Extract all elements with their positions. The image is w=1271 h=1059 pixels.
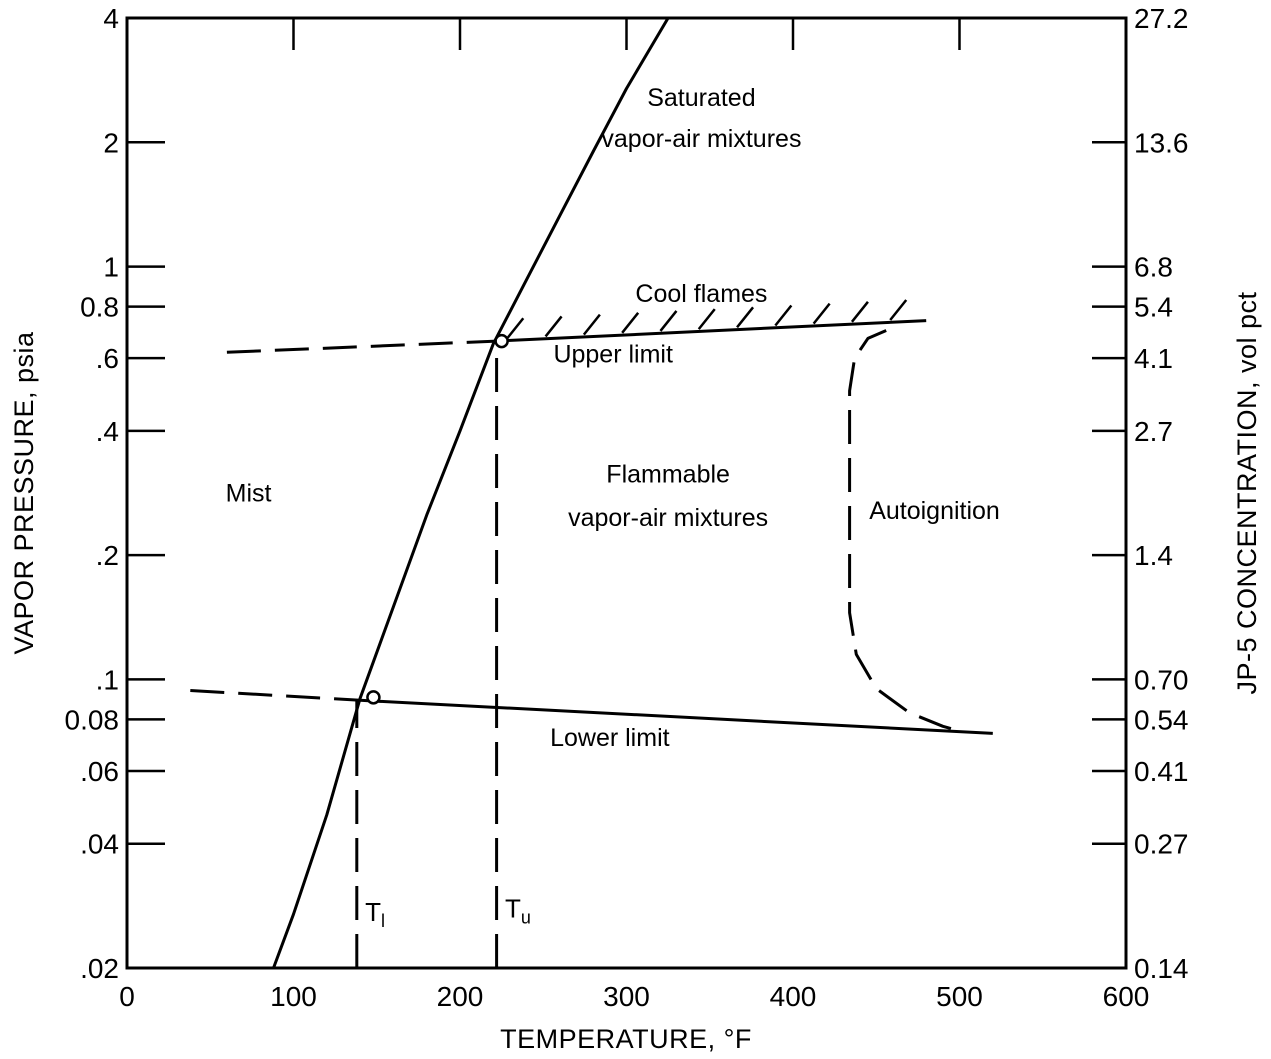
y2-tick-label-6.8: 6.8	[1134, 252, 1173, 283]
y2-tick-label-0.70: 0.70	[1134, 664, 1189, 695]
annotation-saturated-1: Saturated	[647, 84, 755, 112]
axis-ticks	[127, 18, 1126, 845]
y2-tick-label-0.14: 0.14	[1134, 953, 1189, 984]
y-tick-label-0.04: .04	[80, 829, 119, 860]
y2-tick-label-0.54: 0.54	[1134, 704, 1189, 735]
y-tick-label-4: 4	[103, 3, 119, 34]
upper-open-circle	[494, 333, 509, 349]
annotation-flammable-2: vapor-air mixtures	[568, 504, 768, 532]
hatch-mark-8	[812, 302, 831, 325]
x-tick-label-500: 500	[936, 981, 983, 1012]
hatch-mark-0	[506, 317, 525, 340]
hatch-mark-10	[889, 299, 908, 321]
y2-tick-label-5.4: 5.4	[1134, 292, 1173, 323]
annotation-lower-limit-label: Lower limit	[550, 724, 670, 752]
annotation-cool-flames: Cool flames	[635, 280, 767, 308]
hatch-mark-4	[659, 310, 678, 332]
y2-tick-label-0.27: 0.27	[1134, 829, 1189, 860]
hatch-mark-1	[544, 315, 563, 338]
curve-lower-limit	[360, 698, 993, 735]
hatch-mark-9	[850, 301, 869, 323]
y-tick-label-0.6: .6	[96, 343, 119, 374]
curve-upper-limit	[496, 319, 927, 343]
lower-open-circle	[366, 690, 381, 705]
x-tick-label-600: 600	[1103, 981, 1150, 1012]
y2-tick-label-0.41: 0.41	[1134, 756, 1189, 787]
annotation-autoignition-label: Autoignition	[869, 497, 1000, 525]
t1-label: Tl	[365, 897, 385, 931]
hatch-mark-7	[774, 304, 793, 327]
annotation-upper-limit-label: Upper limit	[553, 341, 673, 369]
x-tick-label-400: 400	[770, 981, 817, 1012]
y-tick-label-0.02: .02	[80, 953, 119, 984]
annotation-saturated-2: vapor-air mixtures	[601, 125, 801, 153]
y2-tick-label-2.7: 2.7	[1134, 416, 1173, 447]
tick-labels: 0 100 200 300 400 500 600 .02 .04 .06 0.08 .1 .2 .4 .6…	[65, 3, 1189, 1012]
t1-label-main: T	[365, 897, 381, 927]
hatch-mark-2	[582, 313, 601, 336]
y-tick-label-1: 1	[103, 252, 119, 283]
annotation-mist: Mist	[226, 479, 272, 507]
t1-label-sub: l	[381, 911, 385, 931]
x-tick-label-100: 100	[270, 981, 317, 1012]
x-tick-label-200: 200	[437, 981, 484, 1012]
tu-label-main: T	[505, 894, 521, 924]
y-tick-label-0.2: .2	[96, 540, 119, 571]
x-tick-label-0: 0	[119, 981, 135, 1012]
y2-tick-label-27.2: 27.2	[1134, 3, 1189, 34]
hatch-mark-3	[621, 312, 640, 334]
y2-tick-label-1.4: 1.4	[1134, 540, 1173, 571]
y-tick-label-0.8: 0.8	[80, 292, 119, 323]
x-axis-title: TEMPERATURE, °F	[500, 1024, 752, 1054]
plot-frame	[125, 16, 1128, 970]
tu-label-sub: u	[521, 908, 531, 928]
open-circle-markers	[366, 333, 509, 705]
cool-flames-hatch	[506, 299, 908, 340]
y-tick-label-0.08: 0.08	[65, 704, 120, 735]
y-tick-label-0.4: .4	[96, 416, 119, 447]
y-tick-label-0.06: .06	[80, 756, 119, 787]
curve-upper-limit-dashed	[226, 339, 497, 354]
y2-tick-label-13.6: 13.6	[1134, 127, 1189, 158]
hatch-mark-6	[736, 306, 755, 329]
tu-label: Tu	[505, 894, 531, 928]
y2-tick-label-4.1: 4.1	[1134, 343, 1173, 374]
curves	[190, 17, 993, 969]
x-tick-label-300: 300	[603, 981, 650, 1012]
curve-lower-limit-dashed	[190, 689, 361, 702]
y-axis-title: VAPOR PRESSURE, psia	[9, 331, 39, 655]
region-annotations: Saturated vapor-air mixtures Cool flames Up…	[226, 84, 1000, 752]
y-tick-label-0.1: .1	[96, 664, 119, 695]
curve-saturation	[272, 17, 670, 969]
annotation-flammable-1: Flammable	[606, 460, 730, 488]
hatch-mark-5	[697, 308, 716, 330]
curve-autoignition	[848, 329, 960, 733]
y2-axis-title: JP-5 CONCENTRATION, vol pct	[1232, 291, 1262, 694]
y-tick-label-2: 2	[103, 127, 119, 158]
